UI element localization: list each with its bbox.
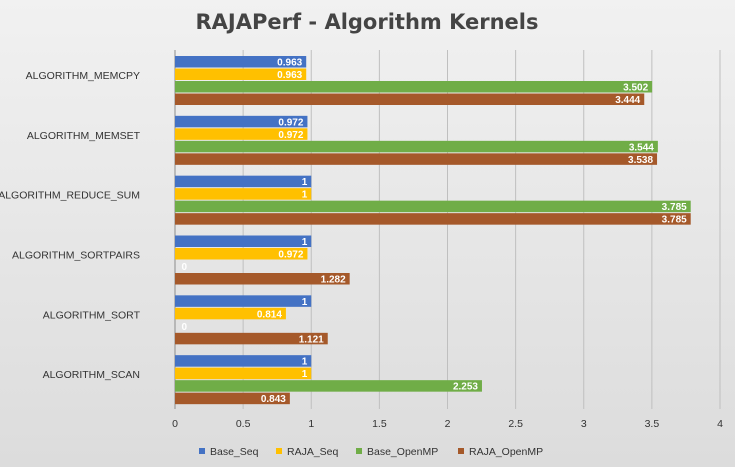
- data-label: 3.444: [615, 95, 640, 106]
- x-tick-label: 0: [172, 418, 178, 430]
- bar-raja-openmp: [175, 392, 290, 405]
- x-tick-label: 0.5: [236, 418, 251, 430]
- legend-label: RAJA_OpenMP: [469, 446, 543, 458]
- category-label: ALGORITHM_SORTPAIRS: [12, 250, 140, 262]
- category-label: ALGORITHM_MEMCPY: [26, 70, 140, 82]
- data-label: 3.544: [629, 142, 654, 153]
- data-label: 1: [302, 297, 308, 308]
- data-label: 1: [302, 237, 308, 248]
- legend-swatch: [356, 448, 362, 454]
- grid-lines: [174, 50, 721, 409]
- data-label: 0.972: [278, 130, 303, 141]
- bar-base-seq: [175, 295, 312, 307]
- category-labels: ALGORITHM_MEMCPY ALGORITHM_MEMSET ALGORITH…: [0, 70, 141, 381]
- x-tick-label: 2: [445, 418, 451, 430]
- data-label: 0.963: [277, 58, 302, 69]
- data-label: 1: [302, 369, 308, 380]
- legend-label: Base_OpenMP: [367, 446, 438, 458]
- bar-raja-openmp: [175, 273, 350, 285]
- category-label: ALGORITHM_MEMSET: [27, 130, 141, 142]
- category-label: ALGORITHM_SORT: [43, 309, 141, 321]
- data-label: 1: [302, 190, 308, 201]
- bar-raja-seq: [175, 367, 312, 380]
- bar-base-openmp: [175, 81, 653, 93]
- data-label: 3.785: [662, 215, 687, 226]
- category-label: ALGORITHM_SCAN: [43, 369, 140, 381]
- x-tick-label: 2.5: [508, 418, 523, 430]
- x-tick-label: 3: [581, 418, 587, 430]
- bar-raja-seq: [175, 68, 307, 80]
- bar-base-seq: [175, 235, 312, 247]
- bar-raja-seq: [175, 128, 308, 140]
- data-label: 1: [302, 357, 308, 368]
- chart-title: RAJAPerf - Algorithm Kernels: [196, 10, 539, 34]
- legend-label: Base_Seq: [210, 446, 259, 458]
- bar-raja-seq: [175, 248, 308, 260]
- data-label: 1.121: [299, 334, 324, 345]
- data-label: 3.538: [628, 155, 653, 166]
- bar-raja-openmp: [175, 332, 328, 345]
- bar-raja-openmp: [175, 153, 658, 165]
- bar-raja-openmp: [175, 213, 691, 225]
- bar-base-seq: [175, 115, 308, 128]
- bar-base-openmp: [175, 380, 482, 392]
- x-tick-label: 1.5: [372, 418, 387, 430]
- x-tick-labels: 0 0.5 1 1.5 2 2.5 3 3.5 4: [172, 418, 723, 430]
- data-label: 0.963: [277, 70, 302, 81]
- bar-base-seq: [175, 355, 312, 367]
- data-label: 2.253: [453, 382, 478, 393]
- data-label: 1.282: [321, 275, 346, 286]
- x-tick-label: 1: [308, 418, 314, 430]
- data-label: 0: [181, 262, 187, 273]
- data-label: 0.814: [257, 309, 282, 320]
- bar-raja-seq: [175, 307, 286, 320]
- data-label: 3.502: [623, 83, 648, 94]
- bar-raja-seq: [175, 188, 312, 200]
- x-tick-label: 3.5: [645, 418, 660, 430]
- data-label: 0.843: [261, 394, 286, 405]
- x-tick-label: 4: [717, 418, 723, 430]
- data-label: 0: [181, 322, 187, 333]
- data-label: 1: [302, 177, 308, 188]
- data-label: 0.972: [278, 250, 303, 261]
- legend-swatch: [199, 448, 205, 454]
- category-label: ALGORITHM_REDUCE_SUM: [0, 190, 140, 202]
- bar-base-seq: [175, 175, 312, 188]
- bar-base-openmp: [175, 140, 658, 153]
- legend-label: RAJA_Seq: [287, 446, 339, 458]
- legend-swatch: [458, 448, 464, 454]
- legend-swatch: [276, 448, 282, 454]
- data-label: 3.785: [662, 202, 687, 213]
- bar-raja-openmp: [175, 93, 645, 105]
- legend: Base_Seq RAJA_Seq Base_OpenMP RAJA_OpenMP: [199, 446, 543, 458]
- bar-base-openmp: [175, 200, 691, 213]
- bar-base-seq: [175, 56, 307, 68]
- data-label: 0.972: [278, 117, 303, 128]
